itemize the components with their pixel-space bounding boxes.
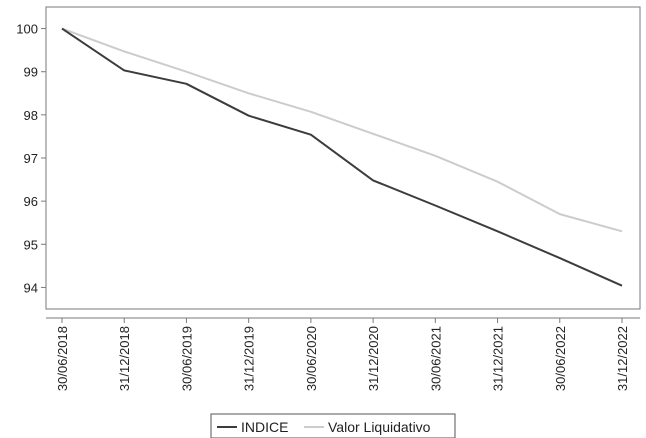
x-tick-label-5: 31/12/2020 — [366, 326, 381, 391]
series-line-indice — [61, 27, 623, 287]
x-tick-label-6: 30/06/2021 — [428, 326, 443, 391]
y-tick-label-96: 96 — [24, 194, 38, 209]
x-tick-label-0: 30/06/2018 — [55, 326, 70, 391]
x-axis: 30/06/2018 31/12/2018 30/06/2019 31/12/2019… — [46, 317, 640, 391]
x-tick-label-7: 31/12/2021 — [491, 326, 506, 391]
x-tick-label-1: 31/12/2018 — [117, 326, 132, 391]
series-line-valor-liquidativo — [61, 27, 623, 233]
y-tick-label-97: 97 — [24, 151, 38, 166]
y-tick-label-100: 100 — [16, 22, 38, 37]
legend: INDICE Valor Liquidativo — [210, 413, 456, 438]
x-tick-label-4: 30/06/2020 — [304, 326, 319, 391]
x-tick-label-3: 31/12/2019 — [242, 326, 257, 391]
series-lines — [61, 27, 623, 287]
y-axis: 94 95 96 97 98 99 100 — [16, 22, 46, 295]
x-tick-label-8: 30/06/2022 — [553, 326, 568, 391]
x-tick-label-2: 30/06/2019 — [179, 326, 194, 391]
x-tick-label-9: 31/12/2022 — [615, 326, 630, 391]
legend-box — [210, 413, 456, 438]
y-tick-label-99: 99 — [24, 65, 38, 80]
y-tick-label-98: 98 — [24, 108, 38, 123]
y-tick-label-94: 94 — [24, 280, 38, 295]
y-tick-label-95: 95 — [24, 237, 38, 252]
legend-label-valor-liquidativo: Valor Liquidativo — [328, 419, 431, 435]
legend-label-indice: INDICE — [241, 419, 288, 435]
